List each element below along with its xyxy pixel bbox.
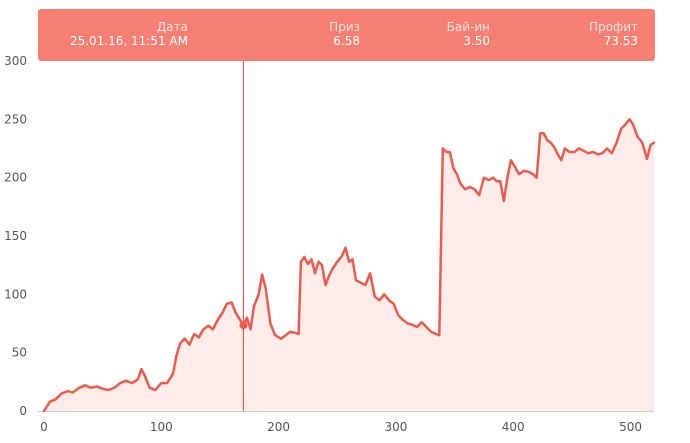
x-tick-label: 300 [384, 420, 407, 434]
x-tick-label: 500 [619, 420, 642, 434]
x-axis: 0 100 200 300 400 500 [40, 420, 642, 434]
tooltip-buyin: Бай-ин 3.50 [447, 20, 490, 49]
hover-point [239, 321, 248, 330]
tooltip-profit: Профит 73.53 [589, 20, 638, 49]
y-tick-label: 100 [4, 287, 27, 301]
y-tick-label: 150 [4, 229, 27, 243]
x-tick-label: 0 [40, 420, 48, 434]
series-line [42, 118, 656, 413]
x-tick-label: 100 [150, 420, 173, 434]
tooltip-date-value: 25.01.16, 11:51 AM [69, 34, 188, 48]
tooltip-date: Дата 25.01.16, 11:51 AM [70, 20, 188, 49]
x-tick-label: 400 [502, 420, 525, 434]
tooltip-prize-value: 6.58 [333, 34, 360, 48]
series-area [44, 119, 654, 412]
y-axis: 0 50 100 150 200 250 300 [4, 54, 27, 418]
tooltip-buyin-value: 3.50 [463, 34, 490, 48]
tooltip-prize: Приз 6.58 [329, 20, 360, 49]
y-tick-label: 300 [4, 54, 27, 68]
tooltip-profit-value: 73.53 [603, 34, 638, 48]
y-tick-label: 0 [19, 404, 27, 418]
tooltip-prize-label: Приз [329, 20, 360, 34]
tooltip-buyin-label: Бай-ин [446, 20, 490, 34]
y-tick-label: 200 [4, 171, 27, 185]
y-tick-label: 250 [4, 112, 27, 126]
tooltip-date-label: Дата [156, 20, 188, 34]
x-tick-label: 200 [267, 420, 290, 434]
plot-area [38, 61, 656, 413]
data-tooltip: Дата 25.01.16, 11:51 AM Приз 6.58 Бай-ин… [38, 9, 655, 61]
tooltip-profit-label: Профит [588, 20, 638, 34]
y-tick-label: 50 [12, 346, 27, 360]
